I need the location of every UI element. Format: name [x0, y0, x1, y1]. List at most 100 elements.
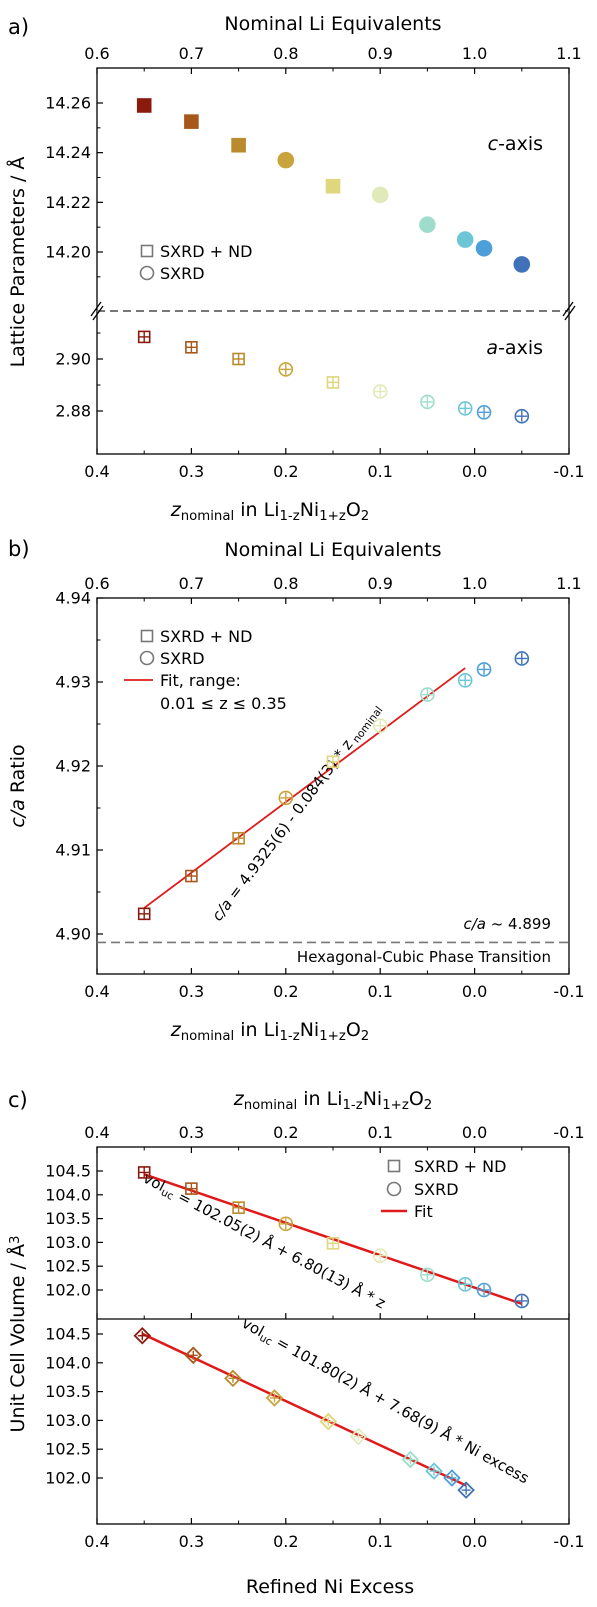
- panel-a-upper-y-axis-label: 14.20: [45, 243, 91, 262]
- panel-c-upper-data-point: [278, 1216, 294, 1232]
- panel-a-c-axis-point: [475, 239, 493, 257]
- panel-a-c-axis-label: c-axis: [488, 133, 543, 155]
- panel-a-c-axis-point: [231, 137, 246, 153]
- panel-c-upper-data-point-shape: [457, 1276, 473, 1292]
- panel-a-c-axis-point-shape: [184, 114, 199, 129]
- panel-b-legend-circle-marker-shape: [139, 650, 155, 666]
- panel-c-x-axis-title: Refined Ni Excess: [246, 1576, 414, 1598]
- panel-a-c-axis-point: [136, 98, 152, 113]
- panel-b-y-axis-label: 4.93: [55, 673, 91, 692]
- panel-a-a-axis-point: [476, 404, 492, 420]
- panel-c-top-axis-title-part: nominal: [244, 1098, 297, 1113]
- panel-c-lower-data-point-shape: [319, 1412, 338, 1431]
- panel-c-bottom-axis-label: -0.1: [553, 1532, 584, 1551]
- panel-a-a-axis-label-part: a: [486, 337, 498, 359]
- panel-c-upper-data-point: [476, 1282, 492, 1298]
- panel-c-lower-data-point: [265, 1389, 284, 1407]
- panel-b-transition-value-part: c/a: [463, 915, 486, 933]
- panel-c-lower-data-point-shape: [443, 1469, 461, 1487]
- panel-a-x-axis-title-part: 2: [361, 509, 369, 524]
- panel-c-bottom-axis-label: 0.0: [462, 1532, 487, 1551]
- panel-b-bottom-axis-label: 0.0: [462, 982, 487, 1001]
- panel-b-bottom-axis-label: 0.4: [84, 982, 109, 1001]
- panel-a-a-axis-point: [372, 384, 388, 399]
- panel-a-c-axis-point-shape: [419, 216, 436, 233]
- panel-a-c-axis-point: [277, 151, 295, 169]
- panel-a-lower-y-axis-label: 2.88: [55, 402, 91, 421]
- panel-b-y-axis-label: 4.94: [55, 589, 91, 608]
- panel-a-a-axis-point: [457, 401, 473, 416]
- panel-b-data-point: [372, 718, 388, 733]
- panel-c-top-axis-title-part: 2: [424, 1098, 432, 1113]
- panel-c-upper-data-point: [137, 1166, 151, 1179]
- panel-c-top-axis-label: 0.2: [273, 1123, 298, 1142]
- panel-b-x-axis-title-part: O: [346, 1019, 361, 1041]
- panel-a-c-axis-point-shape: [231, 137, 246, 153]
- panel-b-data-point: [278, 790, 294, 806]
- panel-a-a-axis-point-shape: [278, 362, 294, 377]
- panel-a-x-axis-title-part: z: [170, 499, 182, 521]
- panel-b-x-axis-title-part: in Li: [234, 1019, 279, 1041]
- panel-b-data-point: [232, 831, 245, 845]
- panel-c-top-axis-title-part: z: [233, 1088, 245, 1110]
- panel-c-upper-data-point: [232, 1201, 245, 1214]
- panel-b-top-axis-label: 0.9: [367, 574, 392, 593]
- panel-b-data-point: [185, 869, 198, 883]
- panel-a-bottom-axis-label: 0.4: [84, 462, 109, 481]
- panel-c-y-axis-title-part: 3: [8, 1236, 23, 1244]
- panel-a-top-axis-label: 1.0: [462, 44, 487, 63]
- panel-b-top-axis-label: 0.7: [179, 574, 204, 593]
- panel-a-y-axis-title: Lattice Parameters / Å: [6, 157, 29, 368]
- panel-b-data-point: [137, 907, 151, 921]
- panel-b-y-axis-title: c/a Ratio: [7, 744, 29, 827]
- panel-a-a-axis-point-shape: [476, 404, 492, 420]
- panel-a-a-axis-point: [514, 408, 530, 424]
- panel-a-bottom-axis-label: 0.0: [462, 462, 487, 481]
- panel-a-legend-square-marker-shape: [140, 244, 154, 258]
- panel-c-upper-y-axis-label: 103.0: [45, 1233, 91, 1252]
- panel-a-break-mark: [90, 301, 102, 317]
- panel-b-y-axis-title-part: Ratio: [7, 744, 29, 799]
- panel-a-legend-label: SXRD: [160, 264, 205, 283]
- panel-c-lower-data-point: [401, 1450, 420, 1469]
- panel-a-c-axis-point: [184, 114, 199, 129]
- panel-b-top-axis-label: 0.6: [84, 574, 109, 593]
- panel-c-upper-fit-equation: voluc = 102.05(2) Å + 6.80(13) Å * z: [139, 1168, 389, 1314]
- panel-b-label: b): [8, 537, 30, 561]
- panel-a-break-mark: [564, 305, 576, 321]
- panel-c-lower-data-point-shape: [265, 1389, 284, 1407]
- panel-a-c-axis-point: [513, 256, 531, 273]
- panel-c-lower-data-point: [184, 1346, 203, 1365]
- panel-b-x-axis-title-part: 2: [361, 1029, 369, 1044]
- panel-b-transition-value: c/a ~ 4.899: [463, 915, 551, 933]
- panel-b-data-point-shape: [372, 718, 388, 733]
- panel-a-break-mark: [562, 301, 574, 317]
- panel-c-lower-data-point-shape: [224, 1369, 242, 1388]
- panel-c-upper-y-axis-label: 104.5: [45, 1162, 91, 1181]
- panel-b-y-axis-title-part: c/a: [7, 799, 29, 828]
- panel-b-bottom-axis-label: 0.1: [367, 982, 392, 1001]
- panel-a-legend-label: SXRD + ND: [160, 242, 252, 261]
- panel-c-top-axis-title-part: O: [409, 1088, 424, 1110]
- panel-c-lower-data-point: [457, 1481, 475, 1499]
- panel-c-lower-data-point: [443, 1469, 461, 1487]
- panel-a-bottom-axis-label: 0.3: [179, 462, 204, 481]
- panel-c-lower-data-point: [425, 1462, 443, 1480]
- panel-b-bottom-axis-label: -0.1: [553, 982, 584, 1001]
- panel-c-lower-fit-equation-part: uc: [257, 1332, 274, 1349]
- panel-a-top-axis-label: 0.9: [367, 44, 392, 63]
- panel-c-top-axis-title-part: Ni: [363, 1088, 383, 1110]
- panel-c-bottom-axis-label: 0.4: [84, 1532, 109, 1551]
- panel-a-bottom-axis-label: 0.1: [367, 462, 392, 481]
- panel-c-lower-y-axis-label: 104.0: [45, 1353, 91, 1372]
- panel-b-legend-label: Fit, range:: [160, 671, 241, 690]
- panel-c-upper-y-axis-label: 102.0: [45, 1281, 91, 1300]
- panel-a-upper-y-axis-label: 14.26: [45, 94, 91, 113]
- panel-c-legend-label: Fit: [414, 1202, 433, 1221]
- panel-c-upper-y-axis-label: 104.0: [45, 1185, 91, 1204]
- panel-c-upper-data-point: [185, 1182, 198, 1195]
- panel-c-lower-data-point-shape: [457, 1481, 475, 1499]
- panel-c-lower-data-point: [319, 1412, 338, 1431]
- panel-c-lower-fit-equation: voluc = 101.80(2) Å + 7.68(9) Å * Ni exc…: [238, 1313, 533, 1489]
